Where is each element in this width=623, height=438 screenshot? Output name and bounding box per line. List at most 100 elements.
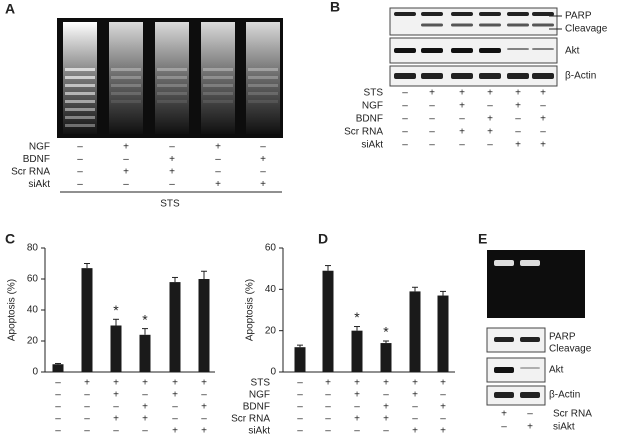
sign: +	[383, 378, 389, 389]
sign: –	[77, 142, 83, 153]
sign: –	[215, 154, 221, 165]
sign: –	[402, 140, 408, 151]
band-label: PARP	[565, 11, 592, 22]
sign: +	[487, 127, 493, 138]
row-label: Scr RNA	[553, 409, 592, 420]
y-axis-label: Apoptosis (%)	[7, 279, 18, 341]
band	[494, 392, 514, 398]
sign: +	[169, 154, 175, 165]
sign: +	[412, 426, 418, 437]
sign: –	[501, 422, 507, 433]
sign: –	[412, 414, 418, 425]
ladder-band	[203, 68, 233, 71]
row-label: STS	[251, 378, 271, 389]
sign: –	[354, 402, 360, 413]
sign: +	[113, 390, 119, 401]
sign: +	[487, 114, 493, 125]
sign: –	[123, 154, 129, 165]
blot-actin	[486, 385, 546, 406]
band	[520, 367, 540, 369]
ladder-band	[65, 84, 95, 87]
sign: +	[487, 88, 493, 99]
ladder-band	[157, 100, 187, 103]
bar	[380, 343, 392, 372]
sign: +	[260, 154, 266, 165]
row-label: Scr RNA	[11, 167, 50, 178]
panel-label: B	[330, 0, 340, 15]
y-tick-label: 60	[265, 243, 277, 254]
sign: –	[487, 140, 493, 151]
sign: +	[515, 88, 521, 99]
y-tick-label: 40	[27, 305, 39, 316]
significance-star: *	[354, 309, 360, 325]
significance-star: *	[383, 324, 389, 340]
sign: –	[55, 426, 61, 437]
sign: –	[325, 390, 331, 401]
panel-label: A	[5, 1, 15, 17]
bar	[294, 347, 306, 372]
sign: –	[55, 378, 61, 389]
sign: +	[142, 378, 148, 389]
ladder-band	[248, 76, 278, 79]
sign: +	[84, 378, 90, 389]
sign: +	[113, 378, 119, 389]
y-tick-label: 0	[270, 367, 276, 378]
band	[532, 23, 554, 27]
bar	[139, 334, 151, 372]
significance-star: *	[142, 311, 148, 327]
blot-parp	[389, 7, 558, 36]
row-label: siAkt	[553, 422, 575, 433]
blot-akt	[389, 37, 558, 64]
gel-band	[494, 260, 514, 266]
band	[494, 367, 514, 373]
bar	[351, 330, 363, 372]
band-label: β-Actin	[549, 390, 580, 401]
sign: +	[215, 179, 221, 190]
sign: –	[459, 114, 465, 125]
sign: +	[540, 140, 546, 151]
sign: –	[260, 167, 266, 178]
sign: –	[383, 390, 389, 401]
ladder-band	[65, 116, 95, 119]
sign: –	[113, 402, 119, 413]
sign: +	[142, 414, 148, 425]
sign: –	[527, 409, 533, 420]
band	[421, 73, 443, 79]
band-label: Akt	[549, 365, 564, 376]
sign: +	[354, 414, 360, 425]
footer: STS	[160, 199, 180, 210]
bar	[198, 279, 210, 372]
sign: +	[172, 378, 178, 389]
sign: –	[201, 390, 207, 401]
sign: +	[501, 409, 507, 420]
sign: +	[459, 127, 465, 138]
band	[394, 73, 416, 79]
sign: –	[297, 402, 303, 413]
sign: +	[172, 426, 178, 437]
y-tick-label: 40	[265, 284, 277, 295]
sign: –	[77, 167, 83, 178]
band	[507, 73, 529, 79]
sign: +	[215, 142, 221, 153]
sign: –	[169, 179, 175, 190]
sign: +	[515, 101, 521, 112]
y-tick-label: 0	[32, 367, 38, 378]
bar	[110, 325, 122, 372]
band	[451, 73, 473, 79]
band	[479, 23, 501, 27]
sign: –	[84, 426, 90, 437]
band	[507, 23, 529, 27]
y-tick-label: 20	[27, 336, 39, 347]
gel-lane	[201, 22, 235, 134]
row-label: Scr RNA	[344, 127, 383, 138]
ladder-band	[65, 108, 95, 111]
ladder-band	[248, 68, 278, 71]
sign: –	[297, 426, 303, 437]
sign: –	[169, 142, 175, 153]
band	[451, 23, 473, 27]
ladder-band	[65, 68, 95, 71]
sign: +	[354, 378, 360, 389]
panel-label: E	[478, 231, 487, 247]
sign: –	[402, 88, 408, 99]
